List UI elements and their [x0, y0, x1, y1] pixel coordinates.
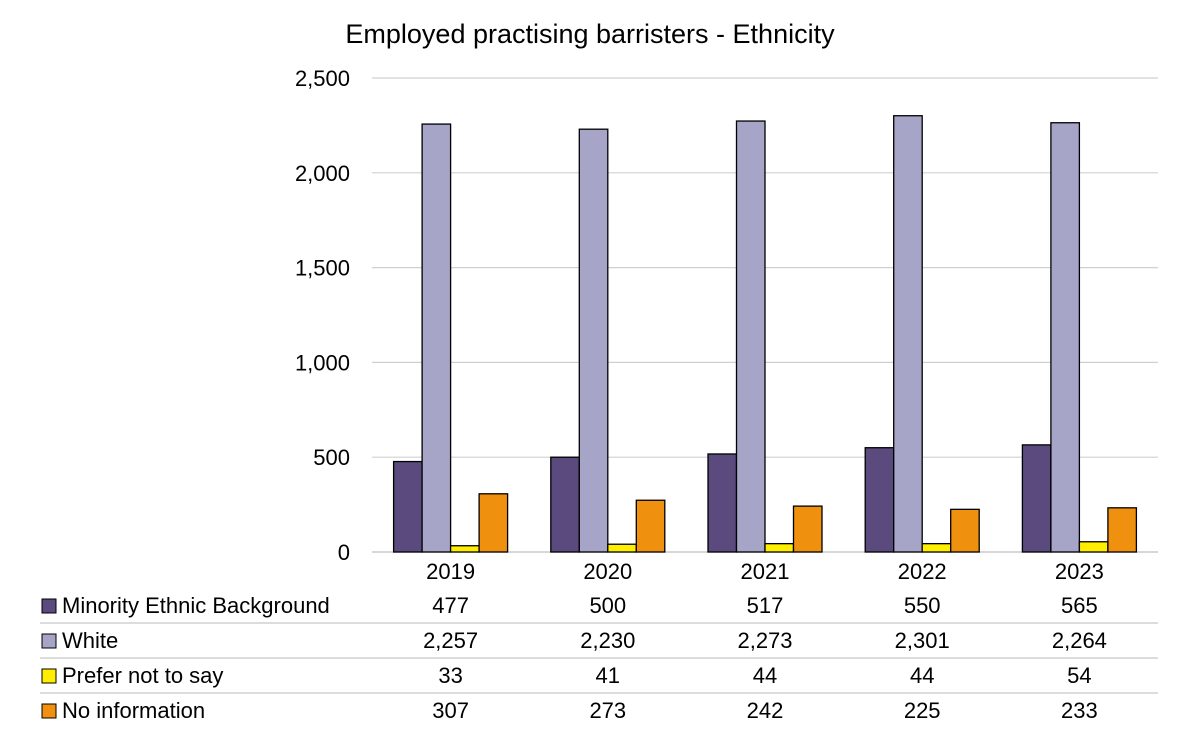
bar — [550, 456, 580, 553]
bar — [1050, 122, 1081, 553]
bar — [421, 123, 452, 553]
data-value: 2,301 — [895, 628, 950, 653]
x-category-label: 2021 — [741, 559, 790, 584]
bar — [921, 543, 952, 553]
y-tick-label: 1,000 — [295, 350, 350, 375]
data-value: 225 — [904, 698, 941, 723]
bar — [449, 545, 480, 553]
data-value: 233 — [1061, 698, 1098, 723]
y-tick-label: 500 — [313, 445, 350, 470]
data-value: 500 — [589, 593, 626, 618]
bar — [392, 460, 423, 553]
data-value: 550 — [904, 593, 941, 618]
legend-swatch — [41, 703, 57, 719]
x-category-label: 2023 — [1055, 559, 1104, 584]
series-name: No information — [62, 698, 205, 723]
bar — [950, 508, 980, 553]
data-value: 41 — [596, 663, 620, 688]
data-value: 2,273 — [737, 628, 792, 653]
bar — [764, 543, 795, 553]
data-value: 273 — [589, 698, 626, 723]
y-tick-label: 2,500 — [295, 66, 350, 91]
bar — [1021, 444, 1052, 553]
bar — [635, 499, 666, 553]
data-value: 2,230 — [580, 628, 635, 653]
data-value: 517 — [747, 593, 784, 618]
bar — [735, 120, 766, 553]
series-name: Minority Ethnic Background — [62, 593, 330, 618]
bar — [478, 493, 509, 553]
bar — [578, 128, 609, 553]
data-value: 2,257 — [423, 628, 478, 653]
data-value: 54 — [1067, 663, 1091, 688]
y-axis-ticks: 0 500 1,000 1,500 2,000 2,500 — [295, 66, 350, 565]
data-value: 44 — [753, 663, 777, 688]
bar — [1107, 507, 1138, 553]
bar — [607, 543, 637, 553]
data-value: 565 — [1061, 593, 1098, 618]
x-category-label: 2019 — [426, 559, 475, 584]
bar — [1078, 541, 1109, 553]
series-name: White — [62, 628, 118, 653]
data-value: 477 — [432, 593, 469, 618]
bar — [864, 447, 895, 553]
x-category-label: 2020 — [583, 559, 632, 584]
bar — [893, 115, 923, 553]
data-table: 2019 2020 2021 2022 2023 Minority Ethnic Back… — [40, 559, 1158, 723]
data-value: 307 — [432, 698, 469, 723]
data-value: 242 — [747, 698, 784, 723]
data-value: 33 — [438, 663, 462, 688]
series-name: Prefer not to say — [62, 663, 223, 688]
legend-swatch — [41, 668, 57, 684]
chart-title: Employed practising barristers - Ethnici… — [345, 19, 835, 49]
bar — [792, 505, 823, 553]
data-value: 44 — [910, 663, 934, 688]
x-category-label: 2022 — [898, 559, 947, 584]
data-value: 2,264 — [1052, 628, 1107, 653]
legend-swatch — [41, 598, 57, 614]
y-tick-label: 0 — [338, 540, 350, 565]
legend-swatch — [41, 633, 57, 649]
y-tick-label: 1,500 — [295, 256, 350, 281]
y-tick-label: 2,000 — [295, 161, 350, 186]
bars — [392, 115, 1138, 553]
bar — [707, 453, 738, 553]
